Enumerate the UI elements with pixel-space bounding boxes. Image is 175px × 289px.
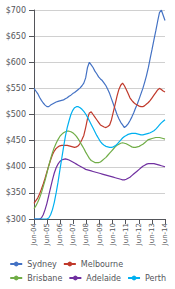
svg-text:$300: $300 [6,215,26,224]
svg-text:Jun-09: Jun-09 [96,223,104,246]
svg-text:Brisbane: Brisbane [27,274,62,283]
svg-text:$700: $700 [6,6,26,15]
svg-text:Jun-10: Jun-10 [109,223,117,246]
svg-text:Jun-11: Jun-11 [122,223,130,246]
svg-text:$500: $500 [6,110,26,119]
svg-text:Sydney: Sydney [27,260,57,269]
svg-text:Jun-12: Jun-12 [135,223,143,246]
svg-text:Jun-07: Jun-07 [69,223,77,246]
svg-text:$450: $450 [6,136,26,145]
svg-text:Adelaide: Adelaide [86,274,121,283]
svg-text:Jun-04: Jun-04 [30,222,38,246]
svg-text:Jun-05: Jun-05 [43,223,51,246]
svg-text:Jun-13: Jun-13 [148,223,156,246]
svg-text:$400: $400 [6,162,26,171]
svg-text:Melbourne: Melbourne [81,260,123,269]
svg-text:Jun-08: Jun-08 [82,223,90,246]
svg-text:Jun-06: Jun-06 [56,222,64,246]
svg-text:$350: $350 [6,188,26,197]
svg-text:Jun-14: Jun-14 [161,222,169,246]
svg-text:$550: $550 [6,84,26,93]
svg-text:$600: $600 [6,58,26,67]
svg-text:$650: $650 [6,32,26,41]
svg-text:Perth: Perth [145,274,166,283]
